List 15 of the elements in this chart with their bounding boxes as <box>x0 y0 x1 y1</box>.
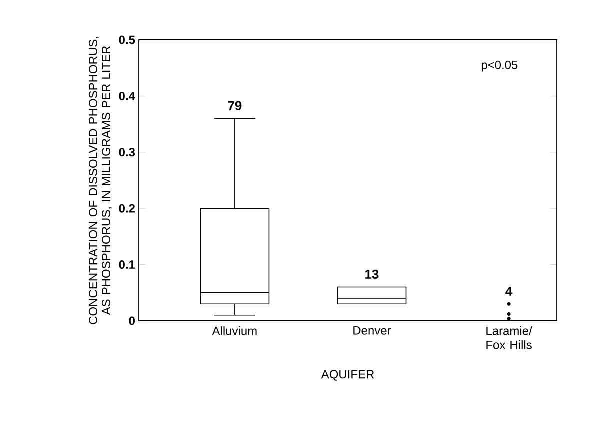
y-tick-label: 0.5 <box>119 36 136 44</box>
annotation: p<0.05 <box>482 60 518 72</box>
y-tick-label: 0.3 <box>119 148 136 157</box>
x-axis-title: AQUIFER <box>321 370 374 381</box>
y-tick-label: 0.4 <box>119 92 136 100</box>
annotation: 13 <box>366 270 379 280</box>
y-tick-label: 0.1 <box>119 260 136 270</box>
y-axis-title: CONCENTRATION OF DISSOLVED PHOSPHORUS, AS PHOSPHORUS, IN MILLIGRAMS PER LITER <box>89 37 112 324</box>
x-tick-label: Alluvium <box>212 326 257 336</box>
y-tick-label: 0 <box>129 316 135 326</box>
y-tick-label: 0.2 <box>119 204 135 213</box>
x-tick-label: Denver <box>354 326 392 335</box>
x-tick-label: Laramie/ Fox Hills <box>486 326 532 350</box>
annotation: 79 <box>228 101 242 110</box>
annotation: 4 <box>506 286 513 296</box>
